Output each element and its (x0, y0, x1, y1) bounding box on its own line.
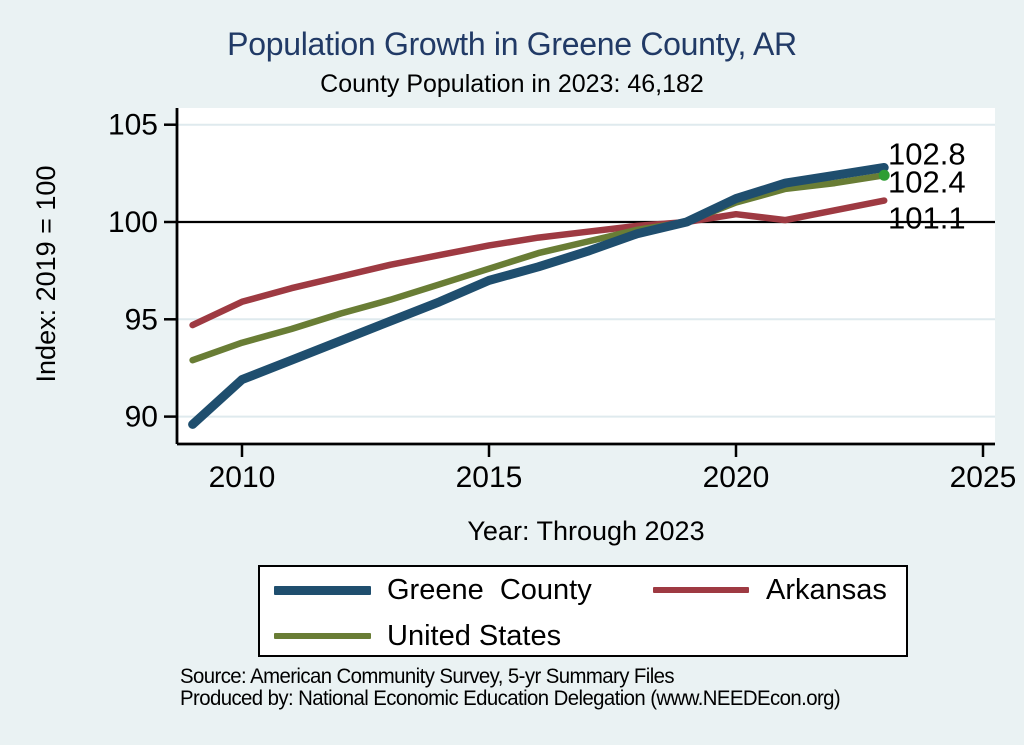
y-axis-title: Index: 2019 = 100 (31, 165, 61, 383)
series-end-marker-united-states (878, 169, 890, 181)
y-tick-label-90: 90 (125, 401, 158, 434)
x-tick-label-2015: 2015 (456, 461, 523, 494)
series-line-greene-county (188, 163, 889, 429)
end-label-united-states: 102.4 (888, 164, 966, 199)
legend: Greene County Arkansas United States (258, 565, 908, 657)
x-tick-label-2010: 2010 (209, 461, 276, 494)
chart-subtitle: County Population in 2023: 46,182 (320, 70, 704, 98)
end-label-arkansas: 101.1 (888, 201, 966, 236)
source-note: Source: American Community Survey, 5-yr … (180, 666, 956, 710)
produced-by-line: Produced by: National Economic Education… (180, 687, 841, 710)
plot-background (177, 108, 995, 444)
series-line-arkansas (189, 197, 888, 329)
legend-swatch-greene-county (274, 586, 371, 595)
y-tick-label-95: 95 (125, 303, 158, 336)
x-tick-label-2025: 2025 (950, 461, 1017, 494)
y-tick-label-100: 100 (108, 206, 158, 239)
legend-label-arkansas: Arkansas (766, 574, 887, 606)
legend-label-united-states: United States (387, 620, 562, 652)
chart-title: Population Growth in Greene County, AR (227, 26, 797, 62)
legend-label-greene-county: Greene County (387, 574, 592, 606)
source-line: Source: American Community Survey, 5-yr … (180, 665, 675, 688)
x-tick-label-2020: 2020 (703, 461, 770, 494)
legend-swatch-arkansas (653, 587, 749, 593)
y-tick-label-105: 105 (108, 109, 158, 142)
end-label-greene-county: 102.8 (888, 137, 966, 172)
x-axis-title: Year: Through 2023 (467, 516, 705, 546)
series-line-united-states (189, 172, 888, 364)
legend-swatch-united-states (274, 633, 371, 639)
